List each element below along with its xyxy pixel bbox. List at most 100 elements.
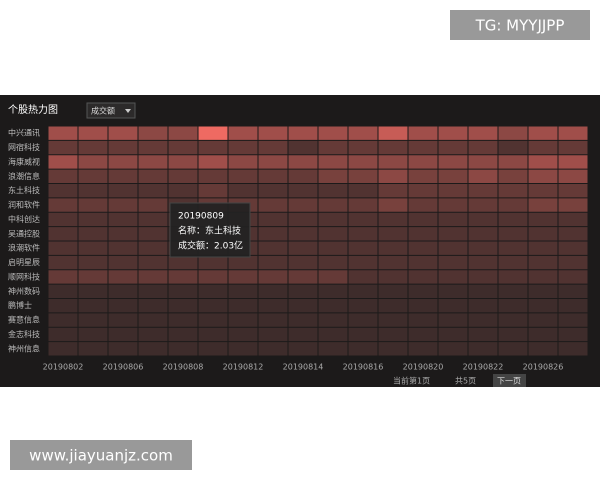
heat-cell xyxy=(168,327,198,342)
heat-cell xyxy=(258,313,288,327)
heat-cell xyxy=(528,212,558,227)
heat-cell xyxy=(138,184,168,198)
page-total: 共5页 xyxy=(455,377,476,386)
heat-cell xyxy=(138,270,168,284)
heat-cell xyxy=(468,227,498,241)
heat-cell xyxy=(498,284,528,298)
heat-cell xyxy=(348,155,378,169)
heat-cell xyxy=(558,169,588,183)
heat-cell xyxy=(228,155,258,169)
heat-cell xyxy=(78,212,108,227)
x-tick-label: 20190802 xyxy=(43,363,84,372)
heat-cell xyxy=(288,241,318,255)
heat-cell xyxy=(168,270,198,284)
heat-cell xyxy=(288,140,318,155)
heat-cell xyxy=(258,342,288,356)
heat-cell xyxy=(498,313,528,327)
heat-cell xyxy=(498,140,528,155)
heat-cell xyxy=(258,126,288,140)
row-label: 网宿科技 xyxy=(8,142,40,152)
heat-cell xyxy=(558,270,588,284)
heat-cell xyxy=(108,184,138,198)
heat-cell xyxy=(408,184,438,198)
heat-cell xyxy=(348,299,378,313)
heat-cell xyxy=(438,184,468,198)
heat-cell xyxy=(438,212,468,227)
heat-cell xyxy=(468,184,498,198)
heat-cell xyxy=(378,227,408,241)
heat-cell xyxy=(528,169,558,183)
heat-cell xyxy=(168,299,198,313)
heat-cell xyxy=(78,299,108,313)
heat-cell xyxy=(438,126,468,140)
heat-cell xyxy=(228,313,258,327)
heat-cell xyxy=(288,198,318,212)
heat-cell xyxy=(378,155,408,169)
heat-cell xyxy=(168,140,198,155)
heat-cell xyxy=(318,140,348,155)
heat-cell xyxy=(48,155,78,169)
heat-cell xyxy=(558,327,588,342)
heat-cell xyxy=(288,255,318,270)
heat-cell xyxy=(348,184,378,198)
heat-cell xyxy=(438,284,468,298)
heat-cell xyxy=(408,241,438,255)
heat-cell xyxy=(78,255,108,270)
heat-cell xyxy=(408,313,438,327)
heat-cell xyxy=(528,227,558,241)
heat-cell xyxy=(138,299,168,313)
heat-cell xyxy=(48,342,78,356)
dropdown[interactable] xyxy=(86,102,136,119)
heat-cell xyxy=(108,140,138,155)
next-button[interactable] xyxy=(493,374,526,387)
heat-cell xyxy=(558,313,588,327)
heat-cell xyxy=(138,212,168,227)
heat-cell xyxy=(78,140,108,155)
heat-cell xyxy=(138,241,168,255)
heat-cell xyxy=(348,342,378,356)
row-label: 中兴通讯 xyxy=(8,128,40,138)
heat-cell xyxy=(138,155,168,169)
heat-cell xyxy=(408,270,438,284)
heat-cell xyxy=(408,284,438,298)
heat-cell xyxy=(468,198,498,212)
heat-cell xyxy=(348,327,378,342)
heat-cell xyxy=(528,342,558,356)
heat-cell xyxy=(408,155,438,169)
heat-cell xyxy=(438,241,468,255)
tooltip-date: 20190809 xyxy=(178,212,224,222)
heat-cell xyxy=(348,255,378,270)
heat-cell xyxy=(138,126,168,140)
heat-cell xyxy=(78,313,108,327)
heat-cell xyxy=(78,270,108,284)
heat-cell xyxy=(378,313,408,327)
heat-cell xyxy=(348,169,378,183)
heat-cell xyxy=(108,198,138,212)
heat-cell xyxy=(528,241,558,255)
heat-cell xyxy=(468,241,498,255)
heat-cell xyxy=(318,284,348,298)
watermark: TG: MYYJJPP xyxy=(475,17,565,35)
heat-cell xyxy=(48,140,78,155)
page-current: 当前第1页 xyxy=(393,376,430,386)
heat-cell xyxy=(288,212,318,227)
heat-cell xyxy=(288,270,318,284)
heat-cell xyxy=(498,299,528,313)
heat-cell xyxy=(438,255,468,270)
heat-cell xyxy=(138,169,168,183)
heat-cell xyxy=(348,313,378,327)
heat-cell xyxy=(408,327,438,342)
heat-cell xyxy=(378,342,408,356)
heat-cell xyxy=(78,342,108,356)
heat-cell xyxy=(408,198,438,212)
heat-cell xyxy=(498,255,528,270)
heat-cell xyxy=(558,155,588,169)
heat-cell xyxy=(348,198,378,212)
heat-cell xyxy=(288,327,318,342)
heat-cell xyxy=(78,155,108,169)
heat-cell xyxy=(528,255,558,270)
heat-cell xyxy=(138,227,168,241)
heat-cell xyxy=(78,227,108,241)
heat-cell xyxy=(558,255,588,270)
